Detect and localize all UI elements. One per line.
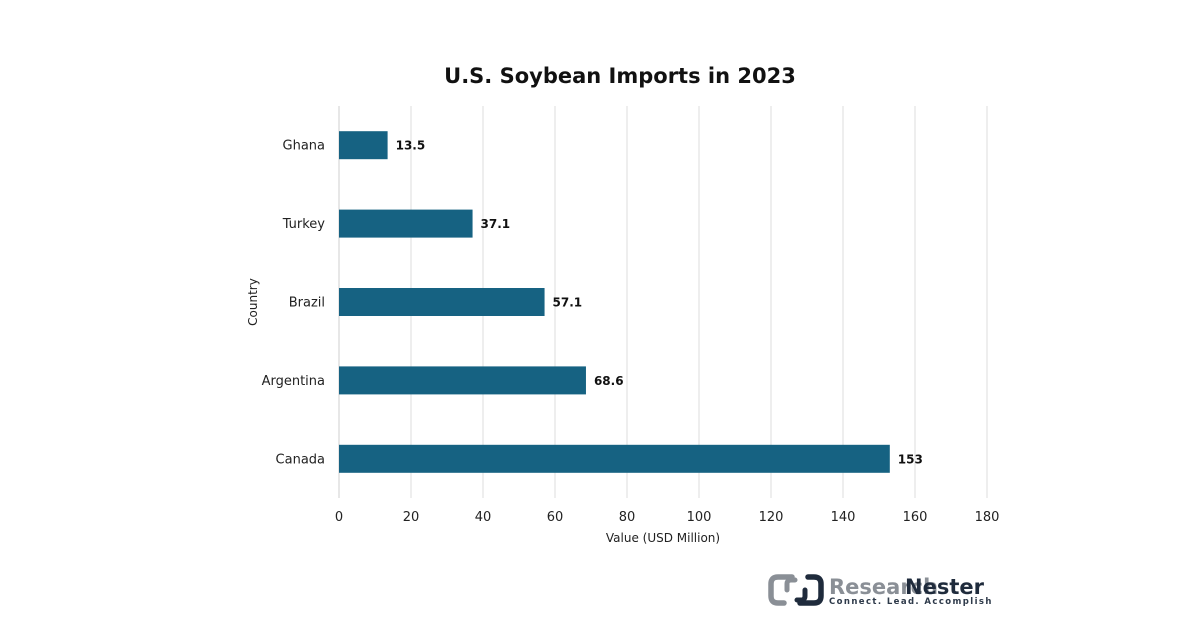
bar-turkey bbox=[339, 209, 473, 238]
bar-argentina bbox=[339, 366, 586, 395]
logo-word-nester: Nester bbox=[905, 575, 985, 599]
x-tick-label: 180 bbox=[975, 510, 1000, 525]
category-label: Brazil bbox=[289, 296, 325, 311]
category-label: Canada bbox=[276, 452, 325, 467]
x-tick-labels: 0 20 40 60 80 100 120 140 160 180 bbox=[335, 510, 1000, 525]
bar-canada bbox=[339, 444, 890, 473]
x-tick-label: 120 bbox=[759, 510, 784, 525]
x-tick-label: 20 bbox=[403, 510, 420, 525]
data-labels: 13.5 37.1 57.1 68.6 153 bbox=[396, 139, 923, 467]
data-label: 13.5 bbox=[396, 139, 426, 153]
x-tick-label: 160 bbox=[903, 510, 928, 525]
x-tick-label: 60 bbox=[547, 510, 564, 525]
logo-mark-icon bbox=[768, 574, 824, 606]
x-tick-label: 40 bbox=[475, 510, 492, 525]
logo-tagline: Connect. Lead. Accomplish bbox=[829, 597, 993, 607]
data-label: 153 bbox=[898, 452, 923, 466]
data-label: 57.1 bbox=[553, 296, 583, 310]
x-tick-label: 100 bbox=[687, 510, 712, 525]
chart-title: U.S. Soybean Imports in 2023 bbox=[444, 64, 796, 88]
data-label: 68.6 bbox=[594, 374, 624, 388]
bar-ghana bbox=[339, 131, 388, 160]
category-label: Argentina bbox=[262, 374, 325, 389]
x-tick-label: 80 bbox=[619, 510, 636, 525]
y-axis-label: Country bbox=[246, 278, 260, 326]
research-nester-logo: Research Nester Connect. Lead. Accomplis… bbox=[768, 574, 993, 607]
bars bbox=[339, 131, 890, 473]
x-tick-label: 140 bbox=[831, 510, 856, 525]
x-axis-label: Value (USD Million) bbox=[606, 531, 720, 545]
category-labels: Ghana Turkey Brazil Argentina Canada bbox=[262, 139, 326, 468]
bar-brazil bbox=[339, 288, 545, 316]
category-label: Ghana bbox=[283, 139, 326, 154]
logo-word-research: Research bbox=[829, 575, 938, 599]
data-label: 37.1 bbox=[481, 217, 511, 231]
category-label: Turkey bbox=[282, 217, 326, 232]
x-tick-label: 0 bbox=[335, 510, 343, 525]
gridlines bbox=[338, 106, 988, 498]
